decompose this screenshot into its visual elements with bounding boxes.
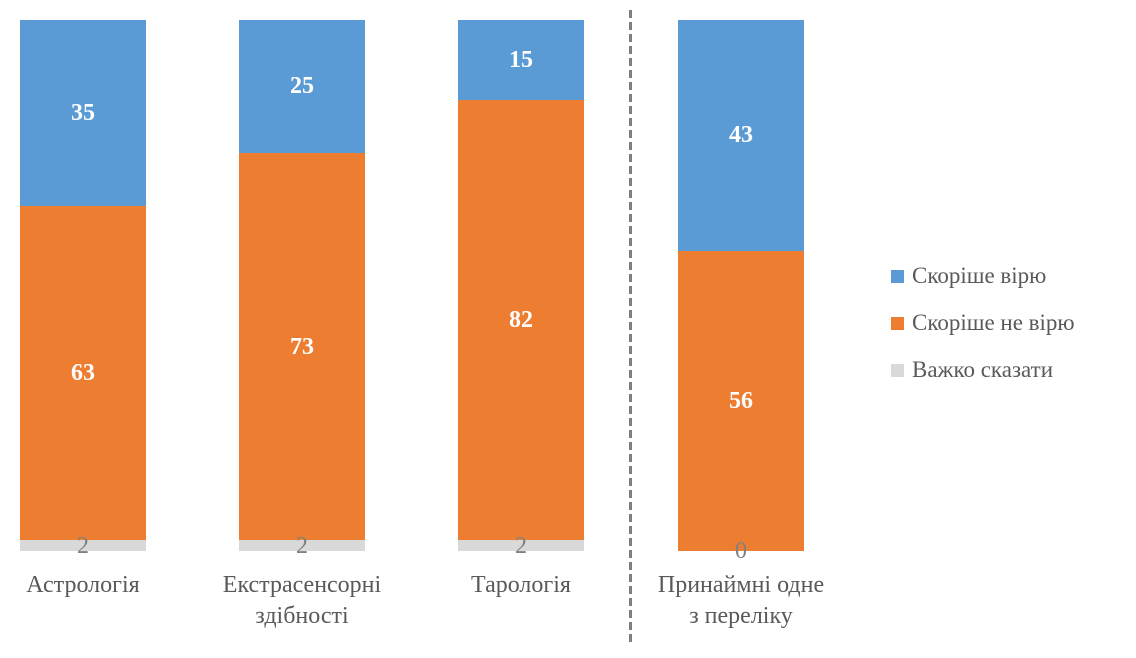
bar-value-label: 2 xyxy=(296,532,308,559)
bar-value-label: 2 xyxy=(77,532,89,559)
legend-item: Скоріше вірю xyxy=(891,262,1075,290)
bar-value-label: 0 xyxy=(735,537,747,564)
bar-segment: 2 xyxy=(20,534,146,558)
bar-value-label: 73 xyxy=(290,333,314,360)
bar-value-label: 35 xyxy=(71,99,95,126)
bar-column: 15 82 2 xyxy=(458,20,584,558)
bar-segment: 25 xyxy=(239,20,365,153)
legend-item: Скоріше не вірю xyxy=(891,309,1075,337)
bar-segment: 56 xyxy=(678,250,804,551)
bar-segment: 15 xyxy=(458,20,584,101)
category-label: Екстрасенсорні здібності xyxy=(222,572,382,629)
legend-item: Важко сказати xyxy=(891,356,1075,384)
bar-value-label: 63 xyxy=(71,360,95,387)
category-label: Астрологія xyxy=(26,572,140,598)
category-label: Тарологія xyxy=(471,572,571,598)
bar-value-label: 43 xyxy=(729,122,753,149)
separator-dashed-line xyxy=(629,10,632,642)
bar-segment: 2 xyxy=(458,534,584,558)
legend-label: Важко сказати xyxy=(912,357,1053,382)
category-label: Принаймні одне з переліку xyxy=(657,572,825,629)
legend-label: Скоріше не вірю xyxy=(912,310,1075,335)
bar-segment: 73 xyxy=(239,152,365,541)
legend-swatch xyxy=(891,363,904,377)
bar-value-label: 15 xyxy=(509,47,533,74)
bar-value-label: 82 xyxy=(509,307,533,334)
bar-segment: 63 xyxy=(20,205,146,541)
bar-column: 25 73 2 xyxy=(239,20,365,558)
bar-column: 35 63 2 xyxy=(20,20,146,558)
bar-column: 43 56 0 xyxy=(678,20,804,563)
legend-label: Скоріше вірю xyxy=(912,263,1047,288)
legend-swatch xyxy=(891,269,904,283)
bar-segment: 43 xyxy=(678,20,804,251)
bar-value-label: 25 xyxy=(290,73,314,100)
legend-swatch xyxy=(891,316,904,330)
bar-segment: 35 xyxy=(20,20,146,206)
bar-value-label: 56 xyxy=(729,387,753,414)
legend: Скоріше вірю Скоріше не вірю Важко сказати xyxy=(891,262,1075,403)
bar-segment: 2 xyxy=(239,534,365,558)
bar-value-label: 2 xyxy=(515,532,527,559)
bar-segment: 82 xyxy=(458,100,584,541)
